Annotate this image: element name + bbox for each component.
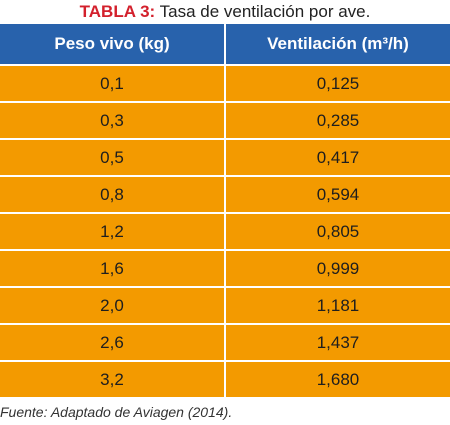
cell-peso-vivo: 1,6 — [0, 250, 226, 288]
source-note: Fuente: Adaptado de Aviagen (2014). — [0, 404, 233, 420]
cell-peso-vivo: 1,2 — [0, 213, 226, 251]
table-row: 0,3 0,285 — [0, 102, 450, 140]
cell-peso-vivo: 2,6 — [0, 324, 226, 362]
table-header-row: Peso vivo (kg) Ventilación (m³/h) — [0, 24, 450, 66]
header-ventilacion: Ventilación (m³/h) — [225, 24, 450, 66]
cell-ventilacion: 1,437 — [225, 324, 450, 362]
cell-ventilacion: 1,680 — [225, 361, 450, 399]
table-row: 1,2 0,805 — [0, 213, 450, 251]
table-caption: TABLA 3: Tasa de ventilación por ave. — [0, 0, 450, 24]
table-row: 3,2 1,680 — [0, 361, 450, 399]
cell-peso-vivo: 3,2 — [0, 361, 226, 399]
header-peso-vivo: Peso vivo (kg) — [0, 24, 226, 66]
cell-peso-vivo: 0,1 — [0, 65, 226, 103]
table-row: 1,6 0,999 — [0, 250, 450, 288]
cell-peso-vivo: 0,3 — [0, 102, 226, 140]
cell-ventilacion: 1,181 — [225, 287, 450, 325]
cell-ventilacion: 0,125 — [225, 65, 450, 103]
cell-peso-vivo: 0,8 — [0, 176, 226, 214]
caption-text: Tasa de ventilación por ave. — [159, 2, 371, 21]
cell-ventilacion: 0,594 — [225, 176, 450, 214]
table-row: 2,0 1,181 — [0, 287, 450, 325]
table-row: 0,1 0,125 — [0, 65, 450, 103]
ventilation-table: Peso vivo (kg) Ventilación (m³/h) 0,1 0,… — [0, 24, 450, 399]
caption-label: TABLA 3: — [79, 2, 156, 21]
cell-peso-vivo: 2,0 — [0, 287, 226, 325]
cell-peso-vivo: 0,5 — [0, 139, 226, 177]
cell-ventilacion: 0,285 — [225, 102, 450, 140]
table-row: 0,5 0,417 — [0, 139, 450, 177]
cell-ventilacion: 0,999 — [225, 250, 450, 288]
cell-ventilacion: 0,805 — [225, 213, 450, 251]
cell-ventilacion: 0,417 — [225, 139, 450, 177]
table-row: 2,6 1,437 — [0, 324, 450, 362]
table-row: 0,8 0,594 — [0, 176, 450, 214]
